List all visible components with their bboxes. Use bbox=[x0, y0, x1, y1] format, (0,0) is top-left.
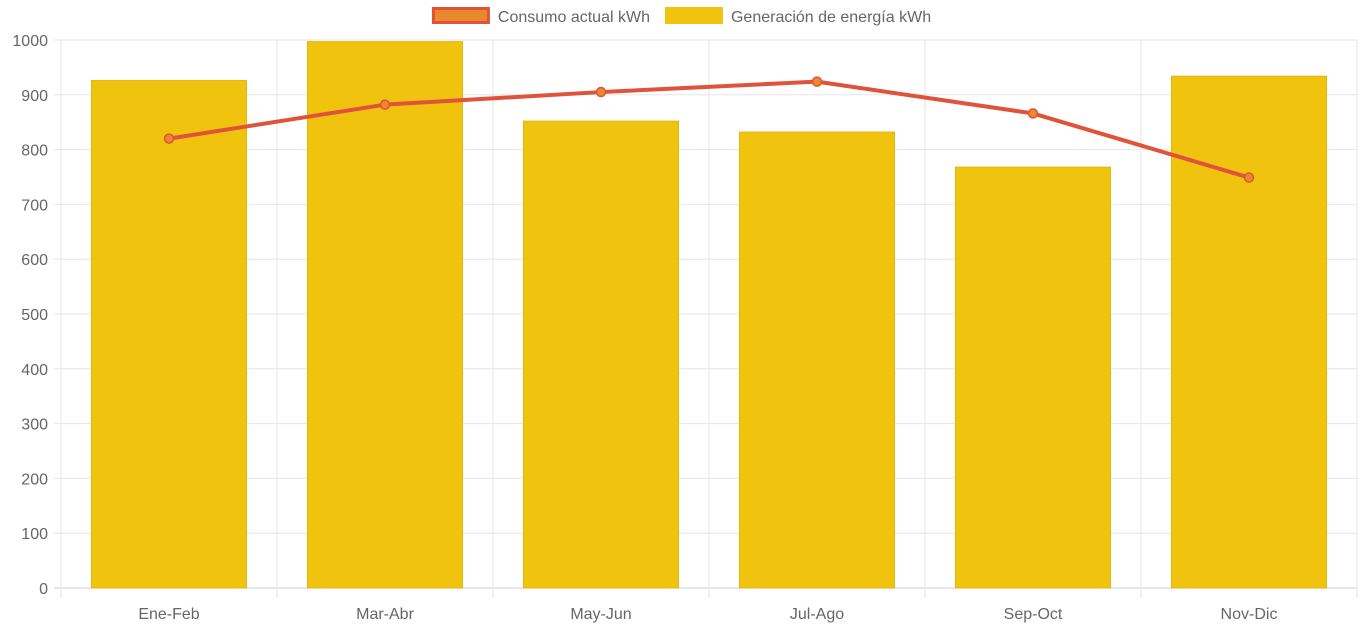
line-series bbox=[163, 76, 1255, 183]
point-sep-oct bbox=[1027, 108, 1039, 119]
legend: Consumo actual kWh Generación de energía … bbox=[431, 7, 931, 26]
x-tick-label: Mar-Abr bbox=[356, 606, 414, 623]
y-tick-label: 700 bbox=[21, 197, 48, 214]
y-tick-label: 300 bbox=[21, 417, 48, 434]
bar-ene-feb bbox=[91, 80, 247, 589]
point-jul-ago bbox=[811, 76, 823, 87]
y-tick-label: 0 bbox=[39, 581, 48, 598]
bar-may-jun bbox=[523, 120, 679, 589]
legend-swatch-consumo bbox=[431, 7, 490, 24]
y-tick-label: 800 bbox=[21, 143, 48, 160]
point-ene-feb bbox=[163, 133, 175, 144]
x-tick-label: Sep-Oct bbox=[1004, 606, 1063, 623]
x-tick-label: Nov-Dic bbox=[1221, 606, 1278, 623]
x-tick-label: Ene-Feb bbox=[138, 606, 199, 623]
legend-label: Consumo actual kWh bbox=[498, 9, 650, 26]
point-nov-dic bbox=[1243, 172, 1255, 183]
y-tick-label: 1000 bbox=[12, 33, 48, 50]
y-tick-label: 600 bbox=[21, 252, 48, 269]
point-mar-abr bbox=[379, 99, 391, 110]
bar-nov-dic bbox=[1171, 75, 1327, 589]
legend-label: Generación de energía kWh bbox=[731, 9, 931, 26]
consumption-line bbox=[168, 79, 1250, 180]
y-tick-label: 900 bbox=[21, 88, 48, 105]
y-tick-label: 500 bbox=[21, 307, 48, 324]
legend-swatch-generacion bbox=[664, 7, 723, 24]
bar-jul-ago bbox=[739, 131, 895, 589]
y-tick-label: 100 bbox=[21, 526, 48, 543]
point-may-jun bbox=[595, 86, 607, 98]
x-tick-label: Jul-Ago bbox=[790, 606, 844, 623]
bar-mar-abr bbox=[307, 41, 463, 589]
x-tick-label: May-Jun bbox=[570, 606, 631, 623]
grid bbox=[54, 39, 1358, 598]
axes: 0 100 200 300 400 500 600 700 800 900 1000 Ene-Feb M… bbox=[12, 33, 1277, 623]
y-tick-label: 400 bbox=[21, 362, 48, 379]
bar-series bbox=[91, 41, 1327, 589]
y-tick-label: 200 bbox=[21, 471, 48, 488]
bar-sep-oct bbox=[955, 166, 1111, 589]
